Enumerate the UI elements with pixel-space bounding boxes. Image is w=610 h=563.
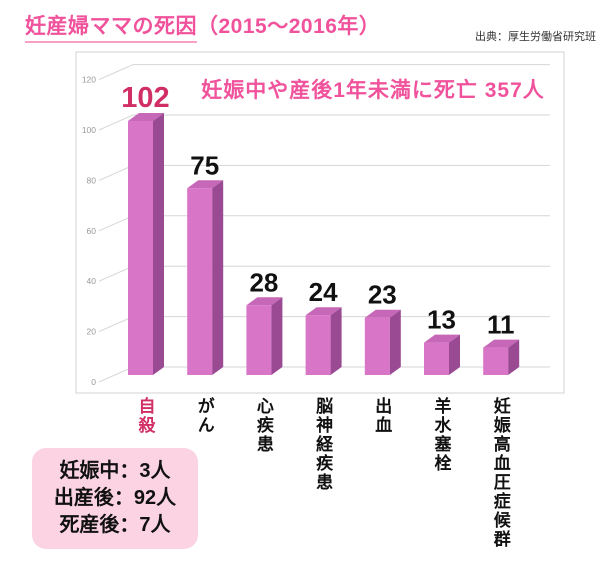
page-title-period: （2015〜2016年） (197, 15, 381, 38)
y-tick-label: 0 (91, 377, 96, 387)
bar-side (508, 339, 520, 375)
y-tick-label: 60 (87, 226, 97, 236)
y-tick-label: 100 (82, 125, 96, 135)
bar-自殺 (128, 113, 164, 376)
bar-front (305, 315, 331, 375)
bar-side (271, 297, 283, 375)
bar-front (187, 188, 213, 375)
bar-top (364, 309, 401, 318)
gridline-diagonal (98, 64, 134, 81)
chart-annotation: 妊娠中や産後1年未満に死亡 357人 (201, 79, 545, 102)
bar-top (246, 297, 283, 306)
gridline-diagonal (98, 164, 134, 181)
gridline-diagonal (98, 215, 134, 232)
value-label: 28 (249, 267, 278, 297)
note-line-stillbirth: 死産後：7人 (59, 514, 171, 536)
bar-心疾患 (246, 297, 283, 375)
y-tick-label: 20 (87, 327, 97, 337)
value-label: 102 (121, 82, 169, 114)
bar-がん (187, 180, 224, 375)
bar-side (330, 307, 342, 375)
gridline-diagonal (98, 366, 134, 383)
bar-妊娠高血圧症候群 (483, 339, 520, 375)
bar-side (449, 334, 460, 375)
bar-top (424, 334, 460, 343)
bar-front (128, 121, 153, 376)
bar-front (246, 305, 272, 375)
category-label-妊娠高血圧症候群: 妊娠高血圧症候群 (490, 397, 510, 549)
gridline-diagonal (98, 265, 134, 282)
bar-top (305, 307, 342, 316)
bars (128, 113, 520, 376)
note-box: 妊娠中：3人 出産後：92人 死産後：7人 (32, 448, 198, 549)
bar-top (483, 339, 520, 348)
value-label: 23 (368, 280, 397, 310)
bar-羊水塞栓 (424, 334, 460, 375)
note-line-postbirth: 出産後：92人 (53, 487, 177, 509)
page-title-main: 妊産婦ママの死因 (25, 15, 197, 43)
bar-top (187, 180, 224, 189)
bar-side (389, 309, 401, 375)
page-title: 妊産婦ママの死因（2015〜2016年） (25, 10, 381, 43)
note-line-pregnancy: 妊娠中：3人 (59, 460, 171, 482)
bar-front (364, 317, 390, 375)
y-tick-label: 40 (87, 276, 97, 286)
y-tick-label: 120 (82, 75, 96, 85)
value-label: 75 (190, 150, 219, 180)
category-label-がん: がん (194, 397, 214, 435)
category-label-脳神経疾患: 脳神経疾患 (313, 397, 333, 492)
category-label-羊水塞栓: 羊水塞栓 (431, 397, 451, 473)
bar-side (212, 180, 224, 375)
bar-脳神経疾患 (305, 307, 342, 375)
category-label-自殺: 自殺 (135, 397, 155, 435)
y-tick-label: 80 (87, 175, 97, 185)
value-labels: 102 75 28 24 23 13 11 (121, 82, 514, 340)
bar-side (153, 113, 164, 376)
value-label: 11 (487, 310, 515, 340)
source-credit: 出典：厚生労働省研究班 (475, 31, 596, 43)
gridline-diagonal (98, 316, 134, 333)
value-label: 24 (309, 277, 338, 307)
gridline-diagonal (98, 114, 134, 131)
bar-front (424, 342, 449, 375)
category-label-心疾患: 心疾患 (253, 397, 273, 454)
bar-top (128, 113, 164, 122)
category-label-出血: 出血 (372, 397, 392, 435)
bar-出血 (364, 309, 401, 375)
value-label: 13 (427, 305, 456, 335)
bar-front (483, 347, 509, 375)
